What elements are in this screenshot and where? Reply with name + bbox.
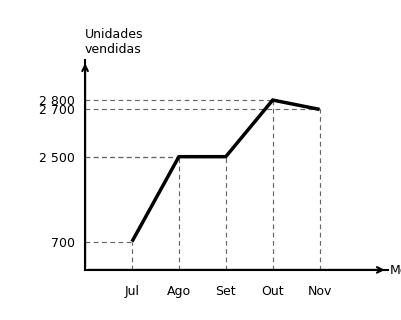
Text: Mês: Mês <box>389 264 401 277</box>
Text: Unidades
vendidas: Unidades vendidas <box>85 28 143 56</box>
